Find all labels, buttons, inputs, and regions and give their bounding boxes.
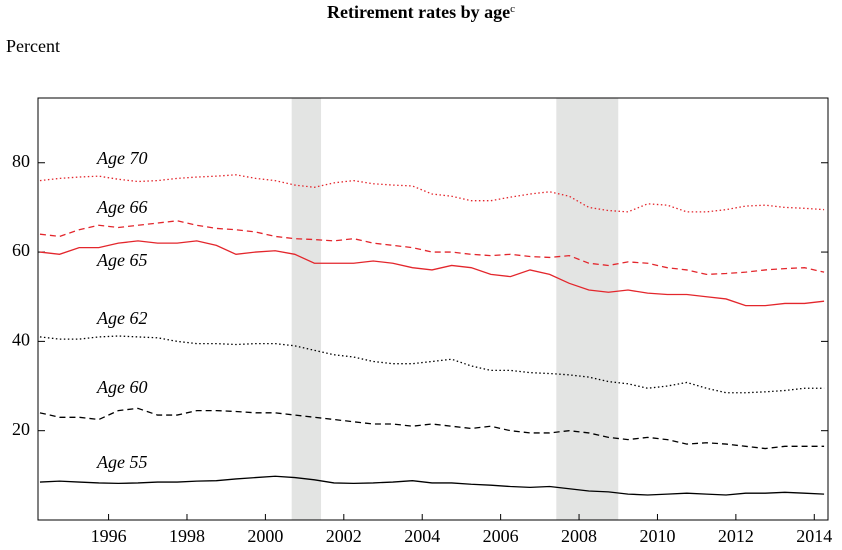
y-tick-label: 20 xyxy=(12,419,30,439)
series-label: Age 62 xyxy=(96,308,147,328)
series-label: Age 55 xyxy=(96,452,147,472)
x-tick-label: 2000 xyxy=(247,526,283,546)
x-tick-label: 2010 xyxy=(639,526,675,546)
y-tick-label: 60 xyxy=(12,240,30,260)
x-tick-label: 1996 xyxy=(91,526,127,546)
x-tick-label: 2008 xyxy=(561,526,597,546)
x-tick-label: 1998 xyxy=(169,526,205,546)
x-tick-label: 2002 xyxy=(326,526,362,546)
x-tick-label: 2004 xyxy=(404,526,440,546)
recession-band xyxy=(291,98,322,520)
series-line xyxy=(39,240,825,307)
series-line xyxy=(39,475,825,496)
series-line xyxy=(39,335,825,394)
y-tick-label: 80 xyxy=(12,151,30,171)
series-label: Age 70 xyxy=(96,148,147,168)
series-line xyxy=(39,174,825,213)
chart-title: Retirement rates by agec xyxy=(327,2,515,22)
title-note: c xyxy=(510,3,515,15)
plot-frame xyxy=(37,97,829,521)
series-label: Age 60 xyxy=(96,377,147,397)
series-label: Age 66 xyxy=(96,197,147,217)
y-axis-label: Percent xyxy=(6,36,60,56)
y-tick-label: 40 xyxy=(12,330,30,350)
x-tick-label: 2006 xyxy=(483,526,519,546)
series-line xyxy=(39,407,825,450)
title-text: Retirement rates by age xyxy=(327,2,510,22)
series-label: Age 65 xyxy=(96,250,147,270)
recession-band xyxy=(556,98,619,520)
x-tick-label: 2012 xyxy=(718,526,754,546)
series-line xyxy=(39,220,825,276)
x-tick-label: 2014 xyxy=(796,526,832,546)
